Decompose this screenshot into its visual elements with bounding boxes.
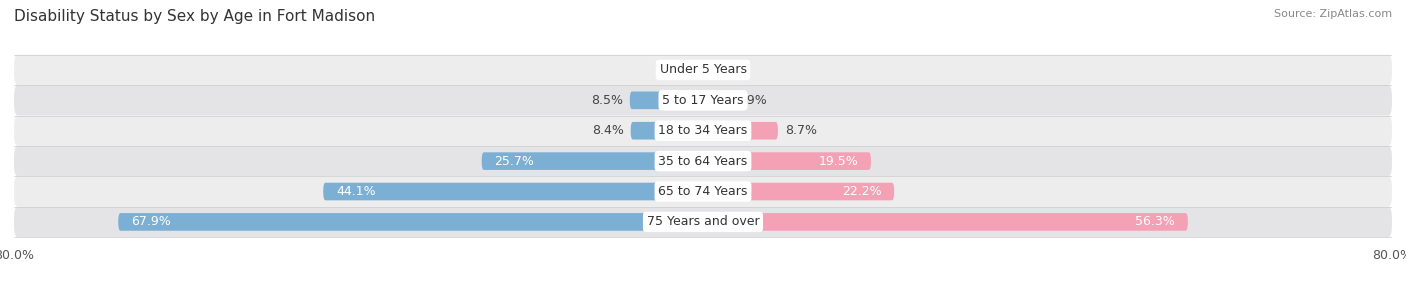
FancyBboxPatch shape <box>14 207 1392 237</box>
FancyBboxPatch shape <box>703 152 870 170</box>
FancyBboxPatch shape <box>703 183 894 200</box>
Text: 8.4%: 8.4% <box>592 124 624 137</box>
Text: Source: ZipAtlas.com: Source: ZipAtlas.com <box>1274 9 1392 19</box>
Text: 5 to 17 Years: 5 to 17 Years <box>662 94 744 107</box>
FancyBboxPatch shape <box>118 213 703 231</box>
Text: 25.7%: 25.7% <box>495 155 534 168</box>
FancyBboxPatch shape <box>14 146 1392 176</box>
Text: 35 to 64 Years: 35 to 64 Years <box>658 155 748 168</box>
Text: 19.5%: 19.5% <box>818 155 858 168</box>
Text: 65 to 74 Years: 65 to 74 Years <box>658 185 748 198</box>
Text: 8.7%: 8.7% <box>785 124 817 137</box>
Text: 75 Years and over: 75 Years and over <box>647 216 759 228</box>
Text: 22.2%: 22.2% <box>842 185 882 198</box>
Text: 0.0%: 0.0% <box>713 64 745 76</box>
Text: 18 to 34 Years: 18 to 34 Years <box>658 124 748 137</box>
FancyBboxPatch shape <box>14 55 1392 85</box>
Text: Disability Status by Sex by Age in Fort Madison: Disability Status by Sex by Age in Fort … <box>14 9 375 24</box>
FancyBboxPatch shape <box>631 122 703 140</box>
FancyBboxPatch shape <box>14 85 1392 116</box>
Text: 56.3%: 56.3% <box>1135 216 1175 228</box>
FancyBboxPatch shape <box>703 92 728 109</box>
Text: 44.1%: 44.1% <box>336 185 375 198</box>
FancyBboxPatch shape <box>14 176 1392 207</box>
FancyBboxPatch shape <box>14 116 1392 146</box>
Text: Under 5 Years: Under 5 Years <box>659 64 747 76</box>
FancyBboxPatch shape <box>703 122 778 140</box>
Text: 67.9%: 67.9% <box>131 216 172 228</box>
Text: 0.0%: 0.0% <box>661 64 693 76</box>
Text: 8.5%: 8.5% <box>591 94 623 107</box>
FancyBboxPatch shape <box>703 213 1188 231</box>
Text: 2.9%: 2.9% <box>735 94 766 107</box>
Legend: Male, Female: Male, Female <box>636 302 770 304</box>
FancyBboxPatch shape <box>630 92 703 109</box>
FancyBboxPatch shape <box>323 183 703 200</box>
FancyBboxPatch shape <box>482 152 703 170</box>
